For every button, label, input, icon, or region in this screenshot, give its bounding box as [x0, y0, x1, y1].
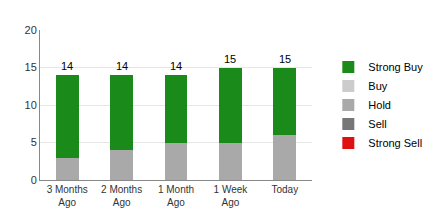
- svg-text:20: 20: [25, 24, 37, 36]
- svg-text:1 WeekAgo: 1 WeekAgo: [214, 184, 249, 208]
- svg-text:Strong Sell: Strong Sell: [368, 137, 422, 149]
- svg-text:Buy: Buy: [368, 80, 387, 92]
- svg-text:14: 14: [61, 60, 73, 72]
- svg-text:3 MonthsAgo: 3 MonthsAgo: [47, 184, 88, 208]
- svg-text:0: 0: [31, 174, 37, 186]
- svg-text:Strong Buy: Strong Buy: [368, 61, 423, 73]
- svg-text:Today: Today: [271, 184, 298, 195]
- svg-text:2 MonthsAgo: 2 MonthsAgo: [101, 184, 142, 208]
- svg-text:5: 5: [31, 136, 37, 148]
- svg-text:15: 15: [279, 53, 291, 65]
- svg-text:Hold: Hold: [368, 99, 391, 111]
- svg-text:1 MonthAgo: 1 MonthAgo: [158, 184, 194, 208]
- svg-text:Sell: Sell: [368, 118, 386, 130]
- svg-text:15: 15: [25, 61, 37, 73]
- svg-text:14: 14: [116, 60, 128, 72]
- svg-text:15: 15: [224, 53, 236, 65]
- svg-text:10: 10: [25, 99, 37, 111]
- svg-text:14: 14: [170, 60, 182, 72]
